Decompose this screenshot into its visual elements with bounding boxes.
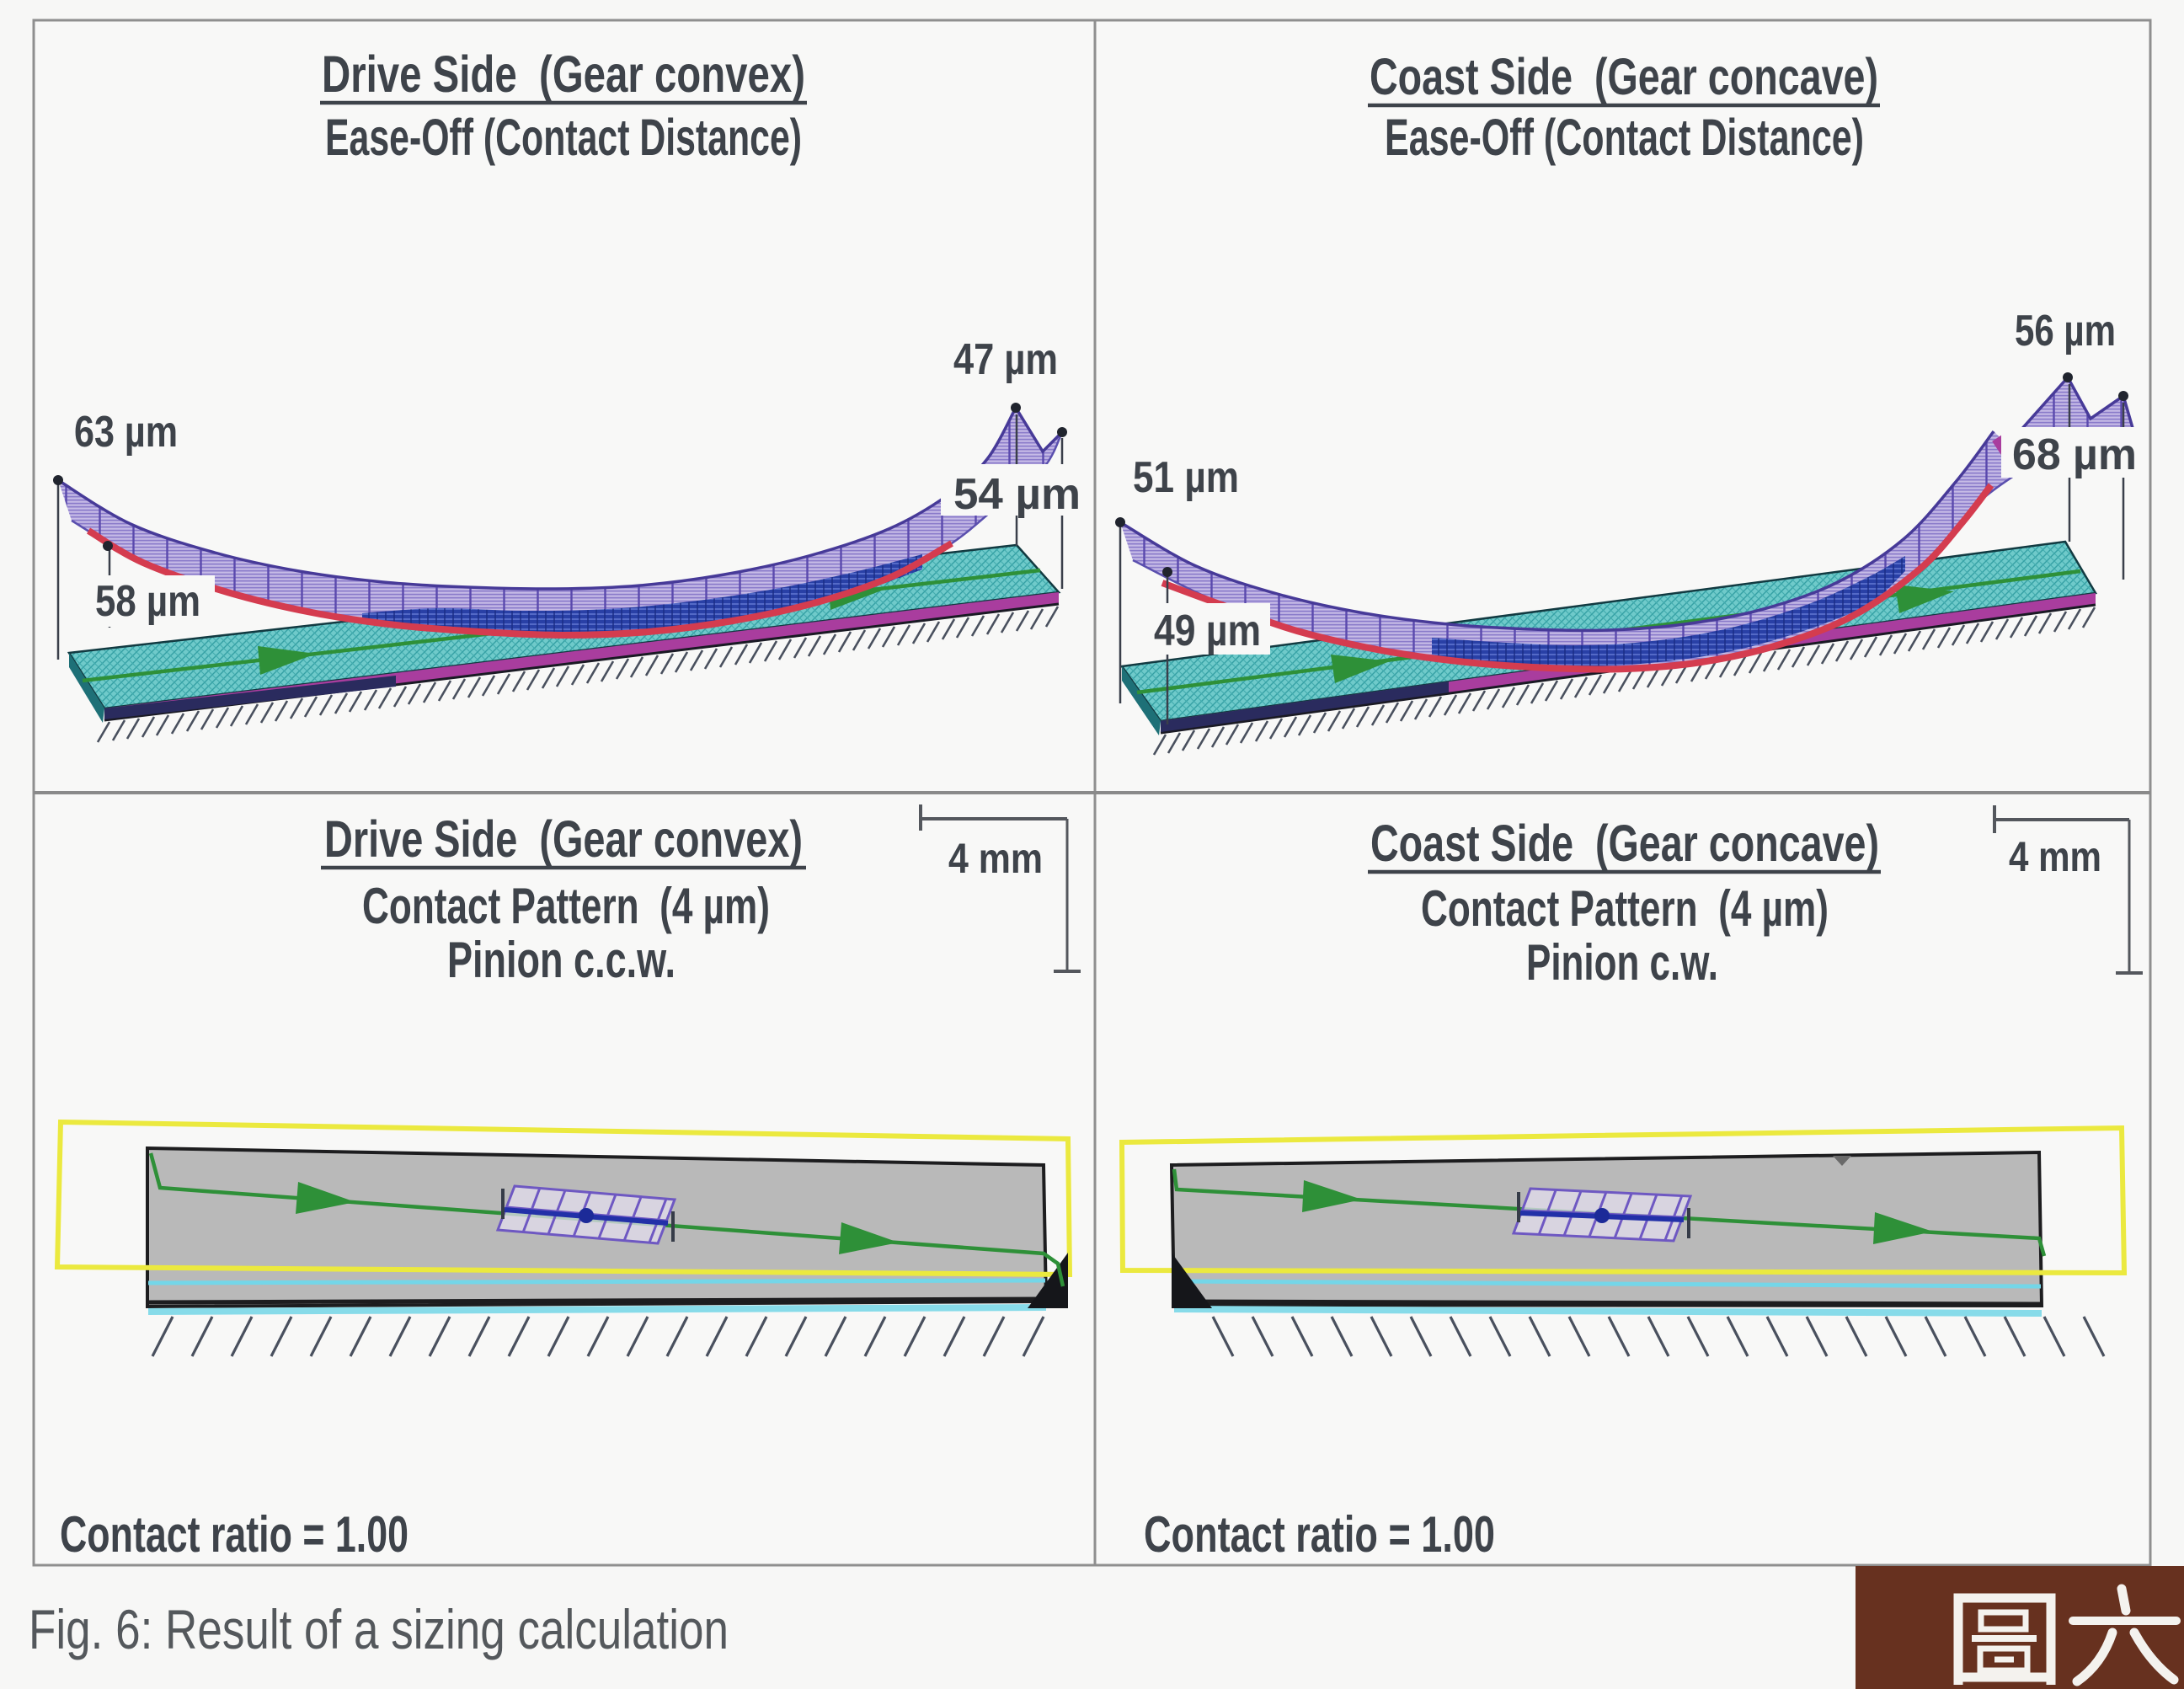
svg-text:56 µm: 56 µm (2015, 307, 2116, 355)
svg-text:Contact Pattern (4 µm): Contact Pattern (4 µm) (1421, 880, 1829, 937)
svg-text:49 µm: 49 µm (1154, 607, 1261, 655)
svg-text:Contact Pattern (4 µm): Contact Pattern (4 µm) (362, 878, 770, 934)
svg-text:4 mm: 4 mm (948, 835, 1043, 882)
svg-text:Drive Side (Gear convex): Drive Side (Gear convex) (322, 45, 805, 103)
svg-text:47 µm: 47 µm (953, 335, 1058, 384)
svg-text:Contact ratio = 1.00: Contact ratio = 1.00 (1144, 1506, 1495, 1563)
svg-text:Pinion c.c.w.: Pinion c.c.w. (447, 932, 675, 988)
svg-text:68 µm: 68 µm (2012, 430, 2137, 479)
svg-text:Contact ratio = 1.00: Contact ratio = 1.00 (60, 1506, 408, 1563)
svg-text:Ease-Off (Contact Distance): Ease-Off (Contact Distance) (1385, 109, 1864, 166)
svg-text:4 mm: 4 mm (2009, 833, 2101, 880)
svg-text:Ease-Off (Contact Distance): Ease-Off (Contact Distance) (325, 109, 802, 166)
svg-text:54 µm: 54 µm (953, 470, 1081, 519)
svg-text:58 µm: 58 µm (95, 577, 200, 626)
svg-text:51 µm: 51 µm (1133, 453, 1239, 502)
svg-text:Pinion c.w.: Pinion c.w. (1526, 934, 1718, 991)
svg-text:63 µm: 63 µm (74, 408, 178, 457)
svg-text:Coast Side (Gear concave): Coast Side (Gear concave) (1370, 48, 1878, 105)
svg-text:Drive Side (Gear convex): Drive Side (Gear convex) (324, 810, 803, 868)
svg-text:Coast Side (Gear concave): Coast Side (Gear concave) (1370, 815, 1879, 872)
svg-text:Fig. 6: Result of a sizing cal: Fig. 6: Result of a sizing calculation (29, 1598, 729, 1660)
